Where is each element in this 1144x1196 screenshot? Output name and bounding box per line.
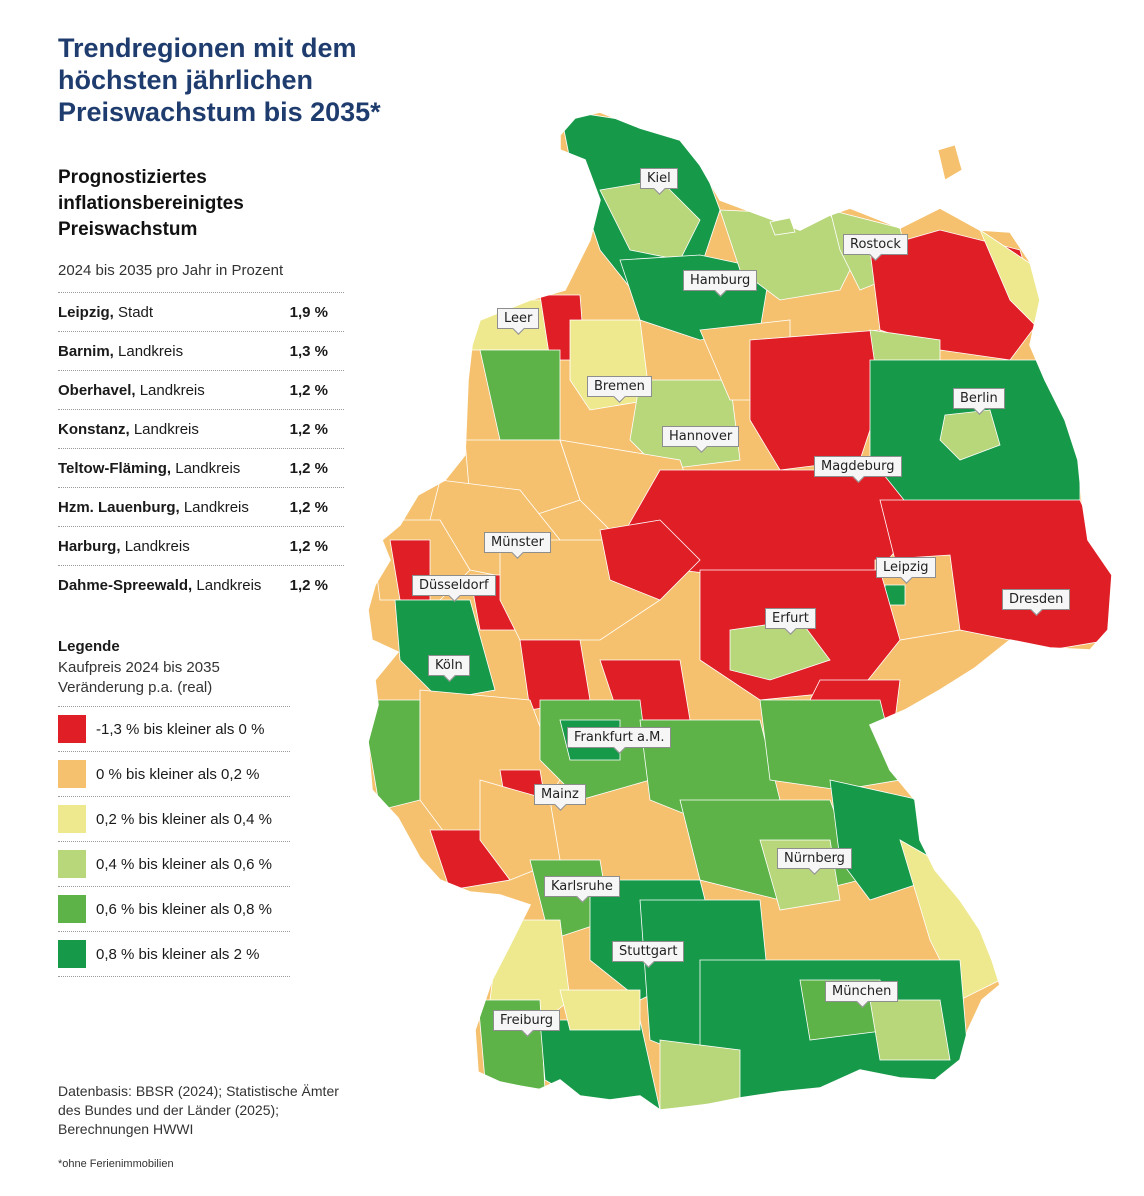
legend-item: 0 % bis kleiner als 0,2 % [58,751,290,796]
island-fehmarn [769,217,796,236]
region-name: Hzm. Lauenburg, [58,498,180,516]
region-hannover [629,379,741,471]
city-label-erfurt: Erfurt [765,608,816,629]
legend-label: -1,3 % bis kleiner als 0 % [96,720,265,738]
city-label-kiel: Kiel [640,168,678,189]
region-type: Landkreis [183,498,249,516]
city-label-muenster: Münster [484,532,551,553]
island-ruegen [937,144,963,181]
ranking-row: Konstanz, Landkreis 1,2 % [58,409,344,448]
city-label-duesseldorf: Düsseldorf [412,575,496,596]
legend-swatch [58,760,86,788]
region-type: Landkreis [196,576,262,594]
region-name: Harburg, [58,537,121,555]
legend-label: 0,4 % bis kleiner als 0,6 % [96,855,272,873]
ranking-row: Leipzig, Stadt 1,9 % [58,292,344,331]
city-label-hannover: Hannover [662,426,740,447]
region-value: 1,3 % [289,342,328,360]
legend-swatch [58,940,86,968]
city-label-nuernberg: Nürnberg [777,848,852,869]
legend-item: -1,3 % bis kleiner als 0 % [58,706,290,751]
region-name: Barnim, [58,342,114,360]
region-type: Landkreis [139,381,205,399]
legend-item: 0,2 % bis kleiner als 0,4 % [58,796,290,841]
region-nordhessen [599,519,701,601]
ranking-row: Oberhavel, Landkreis 1,2 % [58,370,344,409]
data-source: Datenbasis: BBSR (2024); Statistische Äm… [58,1083,339,1137]
region-altmark [749,329,881,471]
region-type: Stadt [118,303,154,321]
ranking-row: Harburg, Landkreis 1,2 % [58,526,344,565]
city-label-karlsruhe: Karlsruhe [544,876,620,897]
legend-label: 0 % bis kleiner als 0,2 % [96,765,260,783]
region-type: Landkreis [133,420,199,438]
city-label-magdeburg: Magdeburg [814,456,902,477]
legend-label: 0,8 % bis kleiner als 2 % [96,945,260,963]
region-oberschwaben [559,989,641,1031]
legend-label: 0,6 % bis kleiner als 0,8 % [96,900,272,918]
city-label-rostock: Rostock [843,234,908,255]
legend: -1,3 % bis kleiner als 0 % 0 % bis klein… [58,706,290,977]
region-name: Oberhavel, [58,381,136,399]
city-label-leipzig: Leipzig [876,557,936,578]
ranking-row: Barnim, Landkreis 1,3 % [58,331,344,370]
region-name: Dahme-Spreewald, [58,576,193,594]
region-name: Teltow-Fläming, [58,459,172,477]
city-label-berlin: Berlin [953,388,1005,409]
germany-map [367,111,1113,1111]
ranking-period: 2024 bis 2035 pro Jahr in Prozent [58,262,284,279]
legend-swatch [58,715,86,743]
city-label-koeln: Köln [428,655,470,676]
region-value: 1,2 % [289,381,328,399]
region-chiemgau [869,999,951,1061]
region-value: 1,2 % [289,576,328,594]
region-value: 1,2 % [289,459,328,477]
region-type: Landkreis [124,537,190,555]
legend-item: 0,4 % bis kleiner als 0,6 % [58,841,290,886]
ranking-row: Teltow-Fläming, Landkreis 1,2 % [58,448,344,487]
city-label-frankfurt: Frankfurt a.M. [567,727,672,748]
region-value: 1,9 % [289,303,328,321]
region-value: 1,2 % [289,537,328,555]
city-label-bremen: Bremen [587,376,652,397]
ranking-title: Prognostiziertes inflationsbereinigtes P… [58,167,244,240]
ranking-row: Dahme-Spreewald, Landkreis 1,2 % [58,565,344,604]
legend-item: 0,6 % bis kleiner als 0,8 % [58,886,290,931]
region-allgaeu [659,1039,741,1110]
region-oberfranken [759,699,901,791]
legend-swatch [58,850,86,878]
city-label-hamburg: Hamburg [683,270,758,291]
city-label-dresden: Dresden [1002,589,1071,610]
region-value: 1,2 % [289,420,328,438]
city-label-freiburg: Freiburg [493,1010,561,1031]
city-label-muenchen: München [825,981,899,1002]
region-name: Leipzig, [58,303,114,321]
region-oberpfalz [829,779,931,901]
legend-swatch [58,895,86,923]
legend-swatch [58,805,86,833]
city-label-stuttgart: Stuttgart [612,941,685,962]
legend-description: Kaufpreis 2024 bis 2035 Veränderung p.a.… [58,659,220,696]
legend-title: Legende [58,638,120,655]
region-type: Landkreis [118,342,184,360]
city-label-leer: Leer [497,308,540,329]
region-type: Landkreis [175,459,241,477]
region-name: Konstanz, [58,420,130,438]
region-value: 1,2 % [289,498,328,516]
legend-item: 0,8 % bis kleiner als 2 % [58,931,290,977]
city-label-mainz: Mainz [534,784,586,805]
ranking-list: Leipzig, Stadt 1,9 % Barnim, Landkreis 1… [58,292,344,604]
region-marburg [519,639,591,711]
footnote: *ohne Ferienimmobilien [58,1158,174,1170]
legend-label: 0,2 % bis kleiner als 0,4 % [96,810,272,828]
district-regions [368,112,1112,1110]
page-title: Trendregionen mit dem höchsten jährliche… [58,33,381,127]
ranking-row: Hzm. Lauenburg, Landkreis 1,2 % [58,487,344,526]
